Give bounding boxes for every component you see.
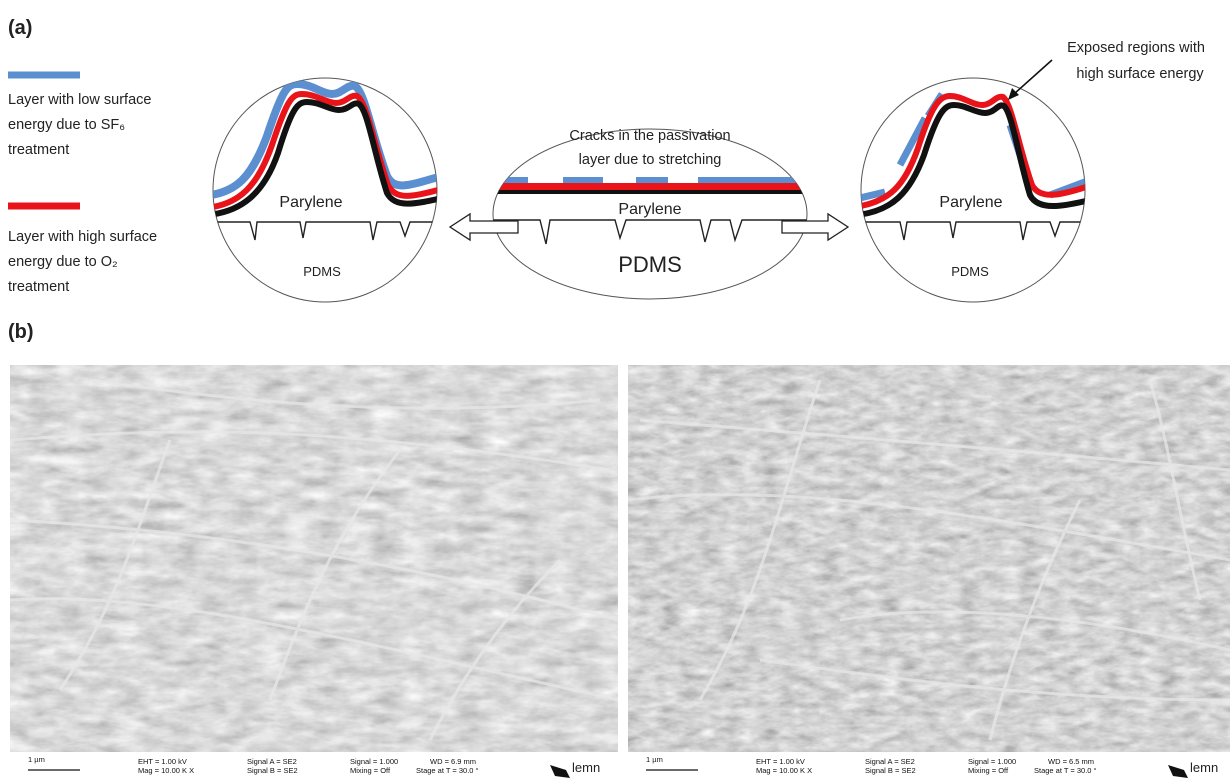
center-ellipse: Cracks in the passivation layer due to s… [490, 128, 810, 299]
sem-param: Mixing = Off [968, 766, 1009, 775]
page: Figure {"panel_a": {"label": "(a)", "leg… [0, 0, 1230, 779]
legend-text: energy due to O₂ [8, 254, 118, 270]
sem-param: Mag = 10.00 K X [138, 766, 194, 775]
sem-param: EHT = 1.00 kV [138, 757, 187, 766]
sem-param: Signal A = SE2 [247, 757, 297, 766]
layer-label: Parylene [939, 194, 1002, 211]
layer-label: PDMS [951, 264, 989, 279]
scale-label: 1 µm [28, 755, 45, 764]
sem-texture [628, 365, 1230, 752]
sem-param: WD = 6.5 mm [1048, 757, 1094, 766]
sem-param: EHT = 1.00 kV [756, 757, 805, 766]
legend-text: Layer with low surface [8, 92, 151, 108]
legend-text: treatment [8, 142, 69, 158]
info-bar [628, 752, 1230, 779]
caption: layer due to stretching [579, 152, 722, 168]
legend-text: Layer with high surface [8, 229, 157, 245]
sem-param: Signal A = SE2 [865, 757, 915, 766]
logo: lemn [572, 760, 600, 775]
scale-label: 1 µm [646, 755, 663, 764]
figure: (a) Layer with low surface energy due to… [0, 0, 1230, 779]
layer-label: Parylene [618, 201, 681, 218]
legend-text: treatment [8, 279, 69, 295]
sem-param: Mixing = Off [350, 766, 391, 775]
legend-text: energy due to SF₆ [8, 117, 125, 133]
sem-param: Stage at T = 30.0 ° [1034, 766, 1097, 775]
logo: lemn [1190, 760, 1218, 775]
sem-param: Signal B = SE2 [865, 766, 916, 775]
panel-label: (a) [8, 17, 32, 39]
info-bar [10, 752, 618, 779]
divider [618, 365, 628, 779]
left-circle: Parylene PDMS [202, 78, 447, 302]
layer-label: PDMS [618, 252, 682, 277]
annotation: Exposed regions with [1067, 40, 1205, 56]
annotation: high surface energy [1076, 66, 1204, 82]
sem-param: Signal = 1.000 [968, 757, 1016, 766]
sem-image-right [628, 365, 1230, 779]
sem-param: Signal = 1.000 [350, 757, 398, 766]
sem-param: WD = 6.9 mm [430, 757, 476, 766]
layer-label: PDMS [303, 264, 341, 279]
sem-texture [10, 365, 618, 752]
sem-image-left [10, 365, 618, 779]
panel-label: (b) [8, 321, 34, 343]
body: (a) Layer with low surface energy due to… [0, 0, 1230, 779]
sem-param: Stage at T = 30.0 ° [416, 766, 479, 775]
sem-param: Mag = 10.00 K X [756, 766, 812, 775]
sem-param: Signal B = SE2 [247, 766, 298, 775]
layer-label: Parylene [279, 194, 342, 211]
annotation-arrow [1014, 60, 1052, 94]
caption: Cracks in the passivation [569, 128, 730, 144]
right-circle: Parylene PDMS [855, 78, 1094, 302]
